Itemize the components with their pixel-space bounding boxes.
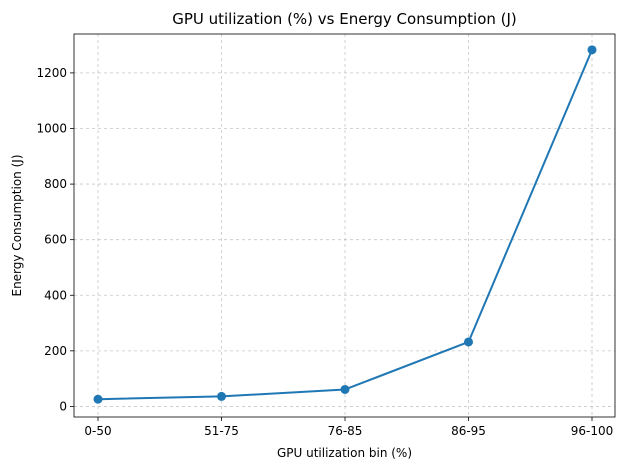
- chart-title: GPU utilization (%) vs Energy Consumptio…: [172, 10, 517, 28]
- y-tick-label: 1200: [36, 66, 67, 80]
- grid-layer: [74, 34, 615, 417]
- x-tick-label: 86-95: [451, 424, 486, 438]
- data-point: [464, 337, 473, 347]
- y-tick-label: 1000: [36, 121, 67, 135]
- x-tick-label: 96-100: [571, 424, 614, 438]
- x-axis-label: GPU utilization bin (%): [277, 446, 412, 460]
- y-axis-label: Energy Consumption (J): [10, 154, 24, 296]
- data-point: [217, 391, 226, 401]
- plot-frame: [73, 33, 616, 418]
- x-tick-label: 51-75: [204, 424, 239, 438]
- data-point: [93, 394, 103, 404]
- y-tick-label: 600: [44, 233, 67, 247]
- ticks-layer: 0-50 51-75 76-85 86-95 96-100 0 200 400 600 800 10…: [36, 66, 613, 438]
- y-tick-label: 400: [44, 288, 67, 302]
- series-layer: [93, 45, 597, 404]
- data-point: [340, 384, 350, 394]
- y-tick-label: 0: [59, 399, 67, 413]
- x-tick-label: 76-85: [328, 424, 363, 438]
- x-tick-label: 0-50: [84, 424, 111, 438]
- data-point: [587, 45, 597, 55]
- y-tick-label: 800: [44, 177, 67, 191]
- y-tick-label: 200: [44, 344, 67, 358]
